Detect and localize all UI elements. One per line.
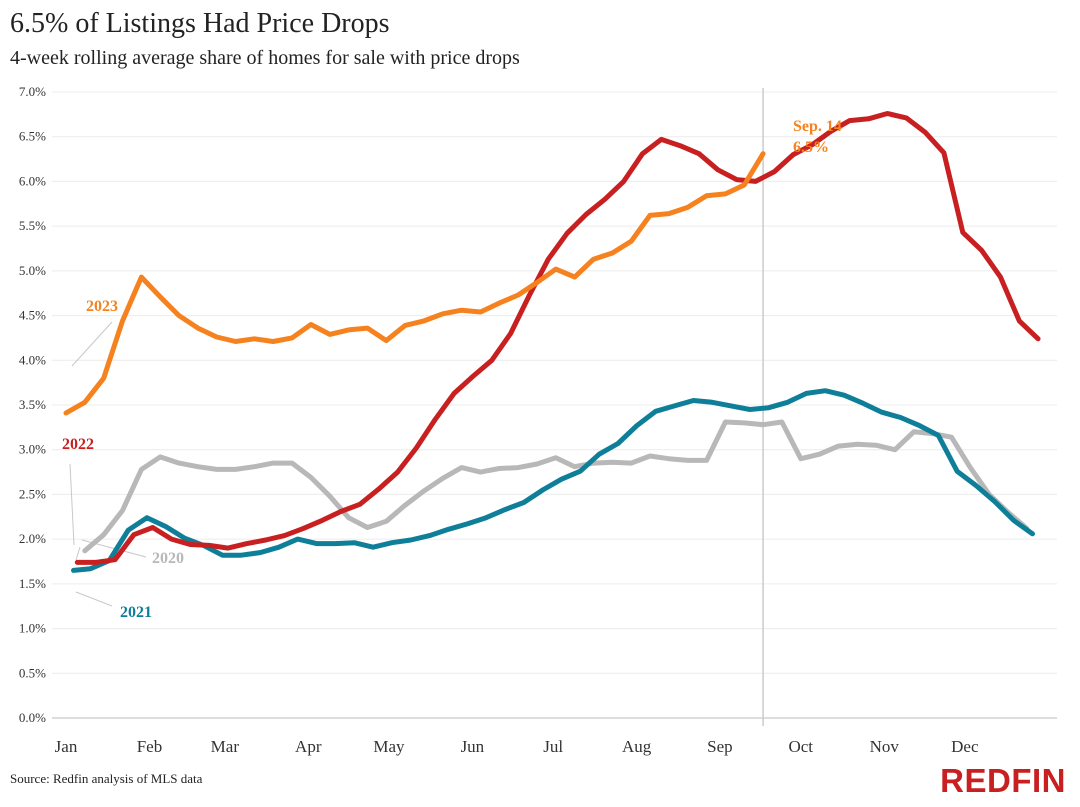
series-label-2020: 2020 [152, 550, 184, 567]
y-tick-label: 4.0% [19, 352, 46, 367]
x-tick-label: Jun [461, 737, 485, 756]
leader-line [69, 463, 75, 546]
leader-line [75, 591, 113, 607]
y-tick-label: 5.0% [19, 263, 46, 278]
x-tick-label: Nov [870, 737, 900, 756]
x-tick-label: Feb [137, 737, 163, 756]
x-tick-label: Jan [55, 737, 78, 756]
y-tick-label: 5.5% [19, 218, 46, 233]
x-tick-label: May [373, 737, 405, 756]
annotation: Sep. 14 6.5% [793, 118, 842, 156]
series-lines [63, 111, 1041, 573]
redfin-logo: REDFIN [940, 762, 1066, 799]
chart-subtitle: 4-week rolling average share of homes fo… [10, 47, 520, 69]
source-note: Source: Redfin analysis of MLS data [10, 771, 203, 786]
x-tick-label: Apr [295, 737, 322, 756]
series-labels: 2020 2021 2022 2023 [62, 298, 184, 621]
y-tick-label: 6.0% [19, 173, 46, 188]
annotation-date: Sep. 14 [793, 118, 842, 135]
y-tick-label: 1.5% [19, 576, 46, 591]
y-tick-label: 2.0% [19, 531, 46, 546]
y-tick-label: 2.5% [19, 486, 46, 501]
series-line-2021 [71, 388, 1035, 573]
series-line-2020 [82, 419, 1030, 554]
series-label-2022: 2022 [62, 436, 94, 453]
x-tick-label: Mar [211, 737, 240, 756]
leader-line [71, 321, 113, 367]
y-axis-ticks: 0.0% 0.5% 1.0% 1.5% 2.0% 2.5% 3.0% 3.5% 4.0% 4.5%… [19, 84, 46, 725]
chart-title: 6.5% of Listings Had Price Drops [10, 8, 390, 39]
x-tick-label: Dec [951, 737, 979, 756]
y-tick-label: 3.0% [19, 442, 46, 457]
y-tick-label: 6.5% [19, 129, 46, 144]
grid [52, 91, 1057, 719]
x-tick-label: Oct [788, 737, 813, 756]
y-tick-label: 0.5% [19, 665, 46, 680]
y-tick-label: 7.0% [19, 84, 46, 99]
leader-line [75, 546, 81, 561]
y-tick-label: 3.5% [19, 397, 46, 412]
y-tick-label: 0.0% [19, 710, 46, 725]
y-tick-label: 1.0% [19, 621, 46, 636]
y-tick-label: 4.5% [19, 308, 46, 323]
x-axis-ticks: Jan Feb Mar Apr May Jun Jul Aug Sep Oct Nov Dec [55, 737, 979, 756]
x-tick-label: Sep [707, 737, 733, 756]
x-tick-label: Aug [622, 737, 652, 756]
annotation-value: 6.5% [793, 139, 829, 156]
series-label-2021: 2021 [120, 604, 152, 621]
series-label-2023: 2023 [86, 298, 118, 315]
series-line-2023 [63, 151, 766, 416]
series-line-2022 [74, 111, 1041, 565]
x-tick-label: Jul [543, 737, 563, 756]
